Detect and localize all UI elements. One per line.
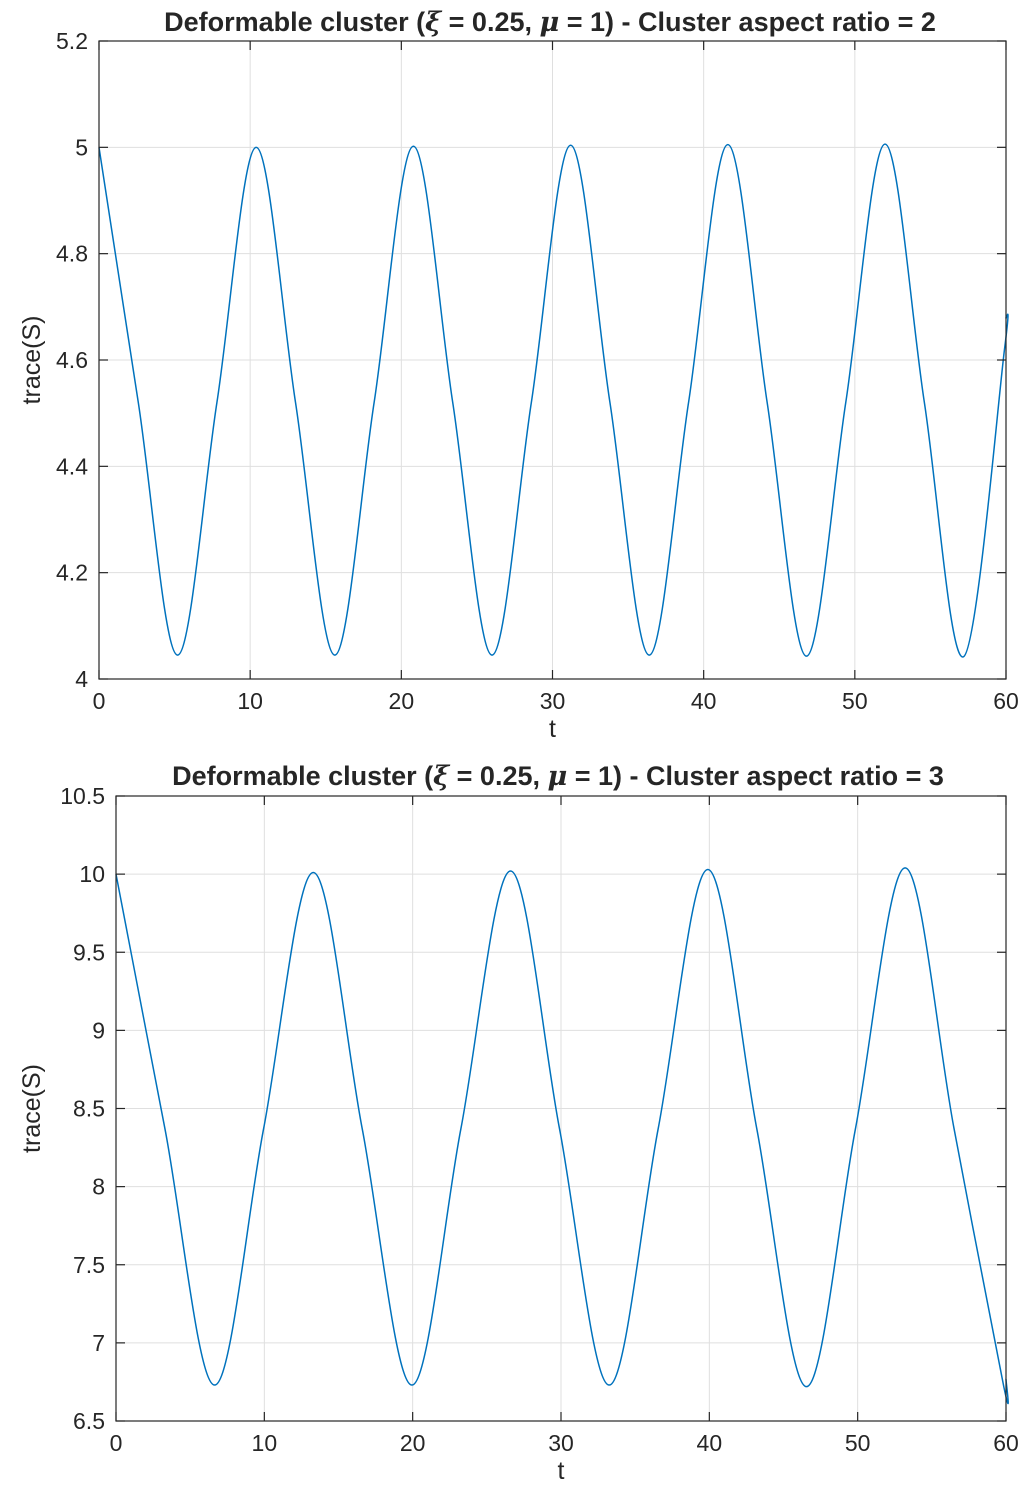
x-tick-label: 50 <box>842 688 868 714</box>
y-tick-label: 8 <box>92 1174 105 1200</box>
y-axis-label: trace(S) <box>18 316 46 405</box>
y-tick-label: 4.2 <box>56 560 88 586</box>
y-tick-label: 5 <box>75 134 88 160</box>
x-axis-label: t <box>558 1457 565 1485</box>
y-tick-label: 8.5 <box>73 1096 105 1122</box>
chart-title: Deformable cluster (ξ = 0.25, μ = 1) - C… <box>164 7 936 38</box>
y-tick-label: 10 <box>79 861 105 887</box>
y-axis-label: trace(S) <box>18 1064 46 1153</box>
chart-title: Deformable cluster (ξ = 0.25, μ = 1) - C… <box>172 761 944 792</box>
axes-frame <box>115 795 1007 1422</box>
y-tick-label: 4.4 <box>56 453 88 479</box>
x-tick-label: 10 <box>237 688 263 714</box>
x-tick-label: 20 <box>400 1430 426 1456</box>
series-line <box>115 867 1009 1405</box>
y-tick-label: 10.5 <box>60 783 105 809</box>
x-tick-label: 40 <box>697 1430 723 1456</box>
x-tick-label: 20 <box>389 688 415 714</box>
y-tick-label: 7 <box>92 1330 105 1356</box>
x-tick-label: 30 <box>548 1430 574 1456</box>
y-tick-label: 9 <box>92 1017 105 1043</box>
series-line <box>98 143 1009 658</box>
plot-aspect-ratio-3: Deformable cluster (ξ = 0.25, μ = 1) - C… <box>18 761 1019 1485</box>
y-tick-labels: 4 4.2 4.4 4.6 4.8 5 5.2 <box>56 28 88 692</box>
x-tick-label: 40 <box>691 688 717 714</box>
y-tick-label: 4 <box>75 666 88 692</box>
grid <box>98 40 1007 680</box>
y-tick-label: 4.6 <box>56 347 88 373</box>
x-tick-label: 30 <box>540 688 566 714</box>
x-tick-label: 60 <box>993 688 1019 714</box>
x-tick-label: 60 <box>993 1430 1019 1456</box>
x-tick-label: 50 <box>845 1430 871 1456</box>
grid <box>115 795 1007 1422</box>
x-tick-label: 10 <box>252 1430 278 1456</box>
x-tick-labels: 0 10 20 30 40 50 60 <box>110 1430 1019 1456</box>
series-layer <box>115 867 1009 1405</box>
y-tick-label: 7.5 <box>73 1252 105 1278</box>
axes-frame <box>98 40 1007 680</box>
y-tick-label: 9.5 <box>73 939 105 965</box>
x-tick-label: 0 <box>93 688 106 714</box>
plot-aspect-ratio-2: Deformable cluster (ξ = 0.25, μ = 1) - C… <box>18 7 1019 743</box>
y-tick-label: 5.2 <box>56 28 88 54</box>
series-layer <box>98 143 1009 658</box>
y-tick-label: 6.5 <box>73 1408 105 1434</box>
x-axis-label: t <box>549 715 556 743</box>
y-tick-label: 4.8 <box>56 241 88 267</box>
y-tick-labels: 6.5 7 7.5 8 8.5 9 9.5 10 10.5 <box>60 783 105 1434</box>
x-tick-labels: 0 10 20 30 40 50 60 <box>93 688 1019 714</box>
x-tick-label: 0 <box>110 1430 123 1456</box>
